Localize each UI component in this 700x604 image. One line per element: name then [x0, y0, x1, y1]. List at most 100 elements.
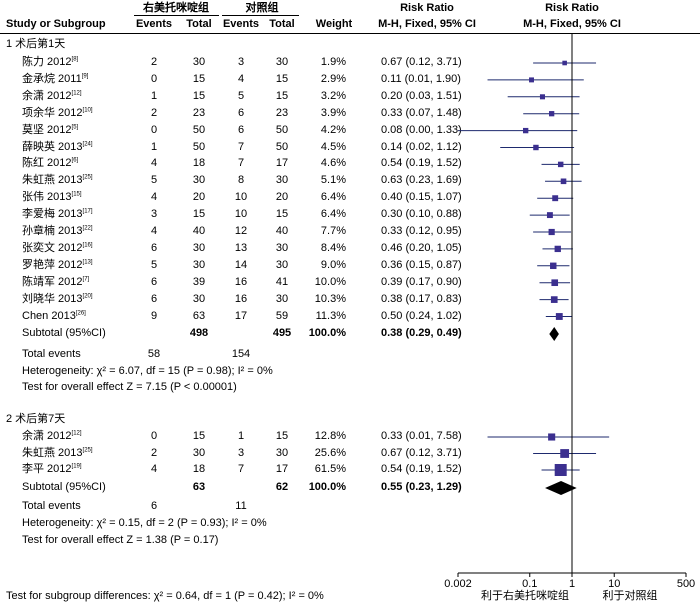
study-ci: 0.33 (0.12, 0.95): [381, 225, 462, 237]
subgroup-1-total-events2: 154: [231, 348, 251, 360]
study-ci: 0.14 (0.02, 1.12): [381, 140, 462, 153]
study-total1: 50: [192, 123, 206, 136]
study-weight: 2.9%: [320, 72, 346, 85]
effect-square: [552, 195, 559, 202]
study-name: 金承烷 2011[9]: [22, 72, 89, 85]
subgroup-1-subtotal-weight: 100.0%: [308, 327, 346, 339]
study-events1: 6: [150, 292, 158, 305]
study-events1: 5: [150, 174, 158, 187]
total2-column-header: Total: [269, 18, 295, 30]
study-events1: 2: [150, 446, 158, 459]
study-events1: 0: [150, 72, 158, 85]
study-total2: 40: [275, 225, 289, 237]
study-name: 余潇 2012[12]: [22, 89, 82, 102]
study-total1: 18: [192, 157, 206, 170]
study-ci: 0.54 (0.19, 1.52): [381, 463, 462, 475]
subgroup-2-subtotal-total2: 62: [275, 481, 289, 493]
study-total1: 23: [192, 106, 206, 119]
study-name: 莫坚 2012[5]: [22, 123, 79, 136]
subgroup-2-subtotal-weight: 100.0%: [308, 481, 346, 493]
study-reference: [25]: [82, 446, 93, 453]
study-reference: [19]: [71, 463, 82, 470]
study-reference: [12]: [71, 90, 82, 97]
subgroup-2-total-events1: 6: [150, 500, 158, 512]
study-events1: 2: [150, 56, 158, 68]
study-events2: 5: [237, 89, 245, 102]
study-reference: [17]: [82, 208, 93, 215]
study-total2: 50: [275, 140, 289, 153]
effect-square: [562, 60, 567, 66]
study-reference: [10]: [82, 107, 93, 114]
effect-square: [548, 228, 555, 236]
study-weight: 7.7%: [320, 225, 346, 237]
study-total1: 40: [192, 225, 206, 237]
study-events1: 0: [150, 430, 158, 442]
study-total2: 30: [275, 174, 289, 187]
study-total1: 63: [192, 309, 206, 322]
study-weight: 6.4%: [320, 208, 346, 221]
effect-square: [551, 279, 559, 287]
subgroup-1-total-events-label: Total events: [22, 348, 81, 360]
subgroup-1-subtotal-ci: 0.38 (0.29, 0.49): [381, 327, 462, 339]
experimental-group-header: 右美托咪啶组: [143, 2, 209, 14]
study-total1: 15: [192, 430, 206, 442]
x-axis-tick-label: 10: [608, 578, 621, 590]
subgroup-2-subtotal-ci: 0.55 (0.23, 1.29): [381, 481, 462, 493]
study-name: 朱虹燕 2013[25]: [22, 174, 93, 187]
study-weight: 3.2%: [320, 89, 346, 102]
study-total1: 30: [192, 446, 206, 459]
study-total2: 23: [275, 106, 289, 119]
study-events1: 2: [150, 106, 158, 119]
study-name: 陈红 2012[6]: [22, 157, 79, 170]
study-total2: 17: [275, 157, 289, 170]
study-ci: 0.33 (0.01, 7.58): [381, 430, 462, 442]
study-total1: 50: [192, 140, 206, 153]
effect-square: [560, 178, 567, 185]
study-total2: 15: [275, 89, 289, 102]
subgroup-2-overall-effect: Test for overall effect Z = 1.38 (P = 0.…: [22, 534, 219, 546]
study-ci: 0.36 (0.15, 0.87): [381, 258, 462, 271]
study-reference: [6]: [71, 157, 79, 164]
study-total2: 30: [275, 258, 289, 271]
study-total2: 41: [275, 275, 289, 288]
study-name: 张伟 2013[15]: [22, 191, 82, 204]
study-total1: 18: [192, 463, 206, 475]
study-weight: 6.4%: [320, 191, 346, 204]
x-axis-tick-label: 500: [676, 578, 696, 590]
study-reference: [8]: [71, 56, 79, 63]
study-weight: 61.5%: [314, 463, 346, 475]
experimental-group-underline: [134, 15, 219, 16]
study-ci: 0.50 (0.24, 1.02): [381, 309, 462, 322]
study-ci: 0.39 (0.17, 0.90): [381, 275, 462, 288]
study-name: 余潇 2012[12]: [22, 430, 82, 442]
study-events2: 3: [237, 446, 245, 459]
study-name: 朱虹燕 2013[25]: [22, 446, 93, 459]
study-ci: 0.40 (0.15, 1.07): [381, 191, 462, 204]
study-events1: 4: [150, 463, 158, 475]
effect-square: [550, 262, 557, 270]
effect-square: [539, 94, 546, 100]
effect-square: [554, 245, 561, 253]
effect-square: [555, 313, 563, 320]
study-name: 孙章楠 2013[22]: [22, 225, 93, 237]
study-weight: 5.1%: [320, 174, 346, 187]
x-axis-tick-label: 1: [568, 578, 576, 590]
effect-square: [529, 77, 534, 83]
study-events2: 7: [237, 140, 245, 153]
effect-square: [546, 212, 553, 219]
study-reference: [13]: [82, 259, 93, 266]
study-total1: 30: [192, 241, 206, 254]
study-total1: 30: [192, 174, 206, 187]
study-weight: 10.3%: [314, 292, 346, 305]
effect-square: [554, 464, 567, 476]
subgroup-2-total-events2: 11: [235, 500, 247, 512]
study-name: 罗艳萍 2012[13]: [22, 258, 93, 271]
header-rule: [0, 33, 700, 34]
study-total2: 59: [275, 309, 289, 322]
study-name: 项余华 2012[10]: [22, 106, 93, 119]
study-total1: 30: [192, 258, 206, 271]
study-ci: 0.11 (0.01, 1.90): [381, 72, 461, 85]
study-reference: [26]: [75, 309, 86, 316]
study-events1: 1: [150, 89, 158, 102]
